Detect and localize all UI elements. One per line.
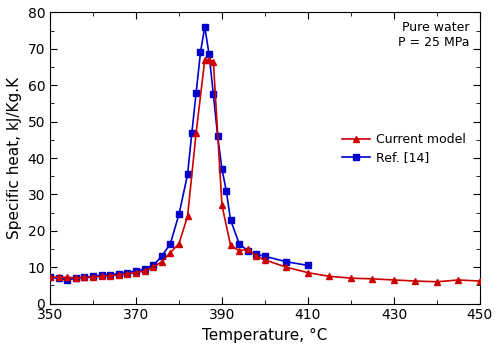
Current model bbox=[56, 275, 62, 279]
Current model bbox=[202, 58, 208, 62]
Current model bbox=[116, 273, 122, 277]
Ref. [14] bbox=[116, 272, 122, 276]
Line: Ref. [14]: Ref. [14] bbox=[46, 23, 312, 284]
Ref. [14] bbox=[202, 25, 208, 29]
X-axis label: Temperature, °C: Temperature, °C bbox=[202, 328, 328, 343]
Current model bbox=[142, 269, 148, 273]
Current model bbox=[245, 247, 251, 251]
Ref. [14] bbox=[107, 272, 113, 276]
Ref. [14] bbox=[124, 271, 130, 275]
Current model bbox=[133, 271, 139, 275]
Current model bbox=[326, 274, 332, 279]
Ref. [14] bbox=[236, 241, 242, 246]
Ref. [14] bbox=[150, 263, 156, 267]
Current model bbox=[168, 251, 173, 255]
Current model bbox=[236, 249, 242, 253]
Ref. [14] bbox=[73, 276, 79, 280]
Ref. [14] bbox=[254, 252, 260, 257]
Ref. [14] bbox=[193, 90, 199, 94]
Ref. [14] bbox=[159, 254, 165, 258]
Current model bbox=[412, 279, 418, 283]
Current model bbox=[90, 275, 96, 279]
Current model bbox=[206, 58, 212, 62]
Y-axis label: Specific heat, kJ/Kg.K: Specific heat, kJ/Kg.K bbox=[7, 77, 22, 239]
Line: Current model: Current model bbox=[46, 56, 484, 285]
Current model bbox=[107, 273, 113, 278]
Current model bbox=[262, 258, 268, 262]
Ref. [14] bbox=[82, 275, 87, 280]
Current model bbox=[82, 275, 87, 280]
Current model bbox=[64, 275, 70, 280]
Ref. [14] bbox=[219, 167, 225, 171]
Ref. [14] bbox=[133, 269, 139, 273]
Ref. [14] bbox=[228, 218, 234, 222]
Current model bbox=[184, 214, 190, 218]
Current model bbox=[348, 276, 354, 280]
Current model bbox=[73, 276, 79, 280]
Current model bbox=[124, 272, 130, 276]
Ref. [14] bbox=[305, 263, 311, 267]
Ref. [14] bbox=[245, 249, 251, 253]
Current model bbox=[176, 241, 182, 246]
Current model bbox=[284, 265, 290, 270]
Ref. [14] bbox=[98, 273, 104, 277]
Current model bbox=[456, 278, 462, 282]
Ref. [14] bbox=[214, 134, 220, 138]
Ref. [14] bbox=[47, 275, 53, 280]
Ref. [14] bbox=[168, 241, 173, 246]
Current model bbox=[477, 279, 483, 283]
Current model bbox=[159, 260, 165, 264]
Ref. [14] bbox=[142, 267, 148, 271]
Current model bbox=[434, 280, 440, 284]
Ref. [14] bbox=[64, 278, 70, 282]
Current model bbox=[98, 274, 104, 279]
Legend: Current model, Ref. [14]: Current model, Ref. [14] bbox=[338, 130, 469, 168]
Ref. [14] bbox=[284, 260, 290, 264]
Current model bbox=[210, 60, 216, 64]
Ref. [14] bbox=[262, 254, 268, 258]
Ref. [14] bbox=[206, 52, 212, 56]
Ref. [14] bbox=[210, 92, 216, 97]
Current model bbox=[391, 278, 397, 282]
Current model bbox=[305, 271, 311, 275]
Ref. [14] bbox=[184, 172, 190, 176]
Current model bbox=[47, 275, 53, 280]
Current model bbox=[228, 243, 234, 247]
Ref. [14] bbox=[56, 276, 62, 280]
Text: Pure water
P = 25 MPa: Pure water P = 25 MPa bbox=[398, 21, 469, 49]
Current model bbox=[193, 131, 199, 135]
Ref. [14] bbox=[90, 274, 96, 279]
Ref. [14] bbox=[198, 50, 203, 55]
Current model bbox=[254, 254, 260, 258]
Ref. [14] bbox=[189, 131, 195, 135]
Ref. [14] bbox=[224, 189, 230, 193]
Current model bbox=[150, 265, 156, 270]
Current model bbox=[219, 203, 225, 208]
Current model bbox=[370, 277, 376, 281]
Ref. [14] bbox=[176, 212, 182, 217]
